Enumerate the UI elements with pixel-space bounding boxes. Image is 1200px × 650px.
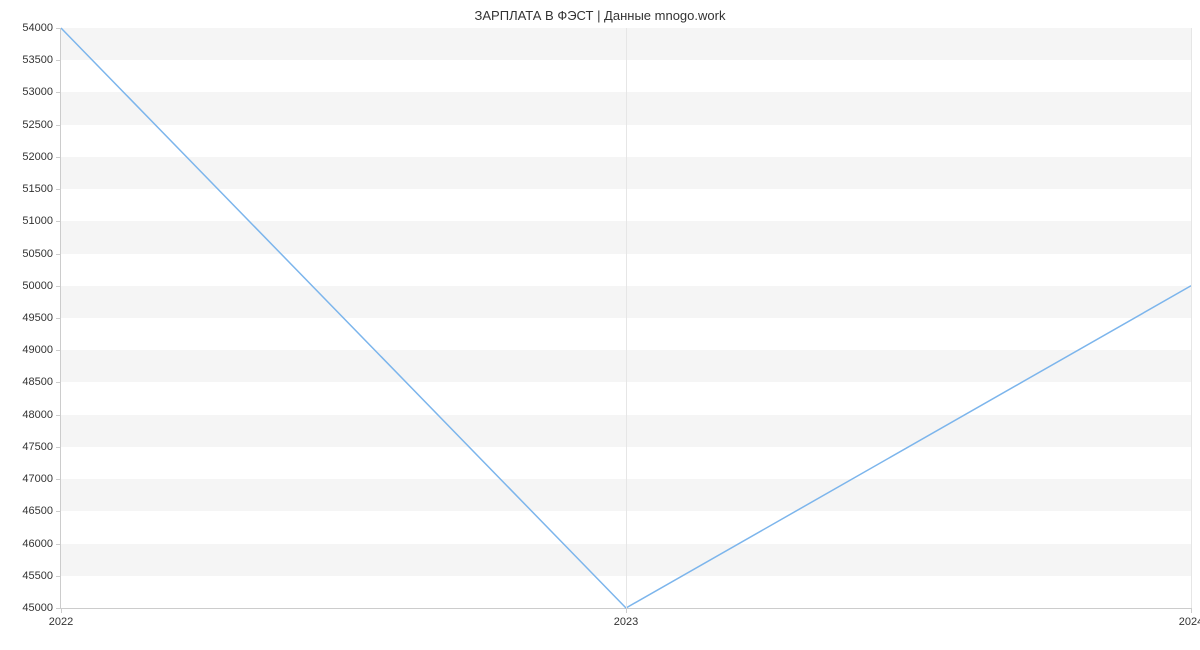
y-tick-mark [56, 350, 61, 351]
y-tick-mark [56, 447, 61, 448]
y-tick-mark [56, 318, 61, 319]
y-tick-mark [56, 415, 61, 416]
y-tick-mark [56, 125, 61, 126]
y-tick-mark [56, 254, 61, 255]
x-tick-mark [1191, 608, 1192, 613]
y-tick-mark [56, 157, 61, 158]
grid-line-v [1191, 28, 1192, 608]
x-tick-mark [61, 608, 62, 613]
chart-title: ЗАРПЛАТА В ФЭСТ | Данные mnogo.work [0, 0, 1200, 23]
y-tick-mark [56, 28, 61, 29]
y-tick-mark [56, 544, 61, 545]
y-tick-mark [56, 221, 61, 222]
plot-area: 4500045500460004650047000475004800048500… [60, 28, 1191, 609]
grid-line-v [626, 28, 627, 608]
y-tick-mark [56, 479, 61, 480]
y-tick-mark [56, 576, 61, 577]
y-tick-mark [56, 92, 61, 93]
y-tick-mark [56, 382, 61, 383]
y-tick-mark [56, 189, 61, 190]
y-tick-mark [56, 60, 61, 61]
y-tick-mark [56, 286, 61, 287]
salary-chart: ЗАРПЛАТА В ФЭСТ | Данные mnogo.work 4500… [0, 0, 1200, 650]
x-tick-label: 2024 [1179, 608, 1200, 628]
x-tick-mark [626, 608, 627, 613]
y-tick-mark [56, 511, 61, 512]
